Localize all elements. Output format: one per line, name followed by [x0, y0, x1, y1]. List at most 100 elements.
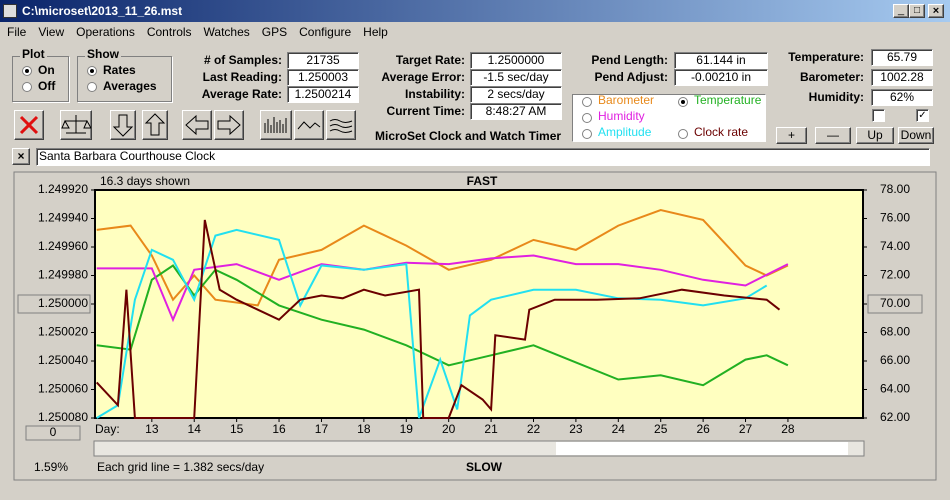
menu-item[interactable]: File: [7, 25, 27, 39]
right-button[interactable]: [214, 110, 244, 140]
down-button[interactable]: [110, 110, 136, 140]
title-bar: C:\microset\2013_11_26.mst: [0, 0, 950, 22]
y2-tick-label: 72.00: [880, 268, 910, 282]
series-line: [96, 264, 789, 387]
series-line: [96, 254, 789, 323]
field-value: 61.144 in: [674, 52, 768, 69]
field-label: Instability:: [404, 87, 465, 101]
menu-item[interactable]: Configure: [299, 25, 352, 39]
x-tick-label: 27: [739, 422, 753, 436]
minimize-button[interactable]: _: [893, 4, 909, 18]
y2-tick-label: 74.00: [880, 239, 910, 253]
top-label: FAST: [467, 174, 498, 188]
x-axis-label: Day:: [95, 422, 120, 436]
x-tick-label: 22: [527, 422, 541, 436]
control-button[interactable]: —: [815, 127, 851, 144]
scroll-value: 0: [50, 425, 57, 439]
legend-radio[interactable]: [582, 97, 592, 107]
delete-button[interactable]: [14, 110, 44, 140]
up-button[interactable]: [142, 110, 168, 140]
radio-label[interactable]: Averages: [103, 79, 157, 93]
field-value: -0.00210 in: [674, 69, 768, 86]
legend-radio[interactable]: [678, 97, 688, 107]
menu-item[interactable]: Controls: [146, 25, 192, 39]
scroll-button[interactable]: [25, 425, 81, 441]
left-button[interactable]: [182, 110, 212, 140]
y-tick-label: 1.249940: [38, 211, 88, 225]
maximize-button[interactable]: □: [909, 4, 925, 18]
legend-label[interactable]: Humidity: [598, 109, 645, 123]
menu-bar: File View Operations Controls Watches GPS Conf…: [0, 22, 950, 42]
y2-tick-label: 66.00: [880, 353, 910, 367]
field-label: Last Reading:: [202, 70, 282, 84]
radio-button[interactable]: [87, 82, 97, 92]
series-line: [95, 219, 781, 419]
group-title: Show: [85, 47, 121, 61]
legend-radio[interactable]: [582, 129, 592, 139]
checkbox[interactable]: [872, 109, 885, 122]
field-value: 65.79: [871, 49, 933, 66]
legend-label[interactable]: Amplitude: [598, 125, 652, 139]
y-tick-label: 1.250000: [38, 296, 88, 310]
legend-label[interactable]: Clock rate: [694, 125, 749, 139]
series-line: [96, 208, 789, 307]
menu-item[interactable]: Watches: [203, 25, 250, 39]
menu-item[interactable]: Help: [363, 25, 388, 39]
series-panel: [572, 94, 766, 142]
checkbox[interactable]: ✓: [916, 109, 929, 122]
show-group: [77, 56, 172, 102]
x-tick-label: 24: [612, 422, 626, 436]
field-value: 21735: [287, 52, 359, 69]
field-label: Pend Length:: [591, 53, 668, 67]
menu-item[interactable]: Operations: [76, 25, 135, 39]
y-tick-label: 1.249960: [38, 239, 88, 253]
y-tick-label: 1.250020: [38, 325, 88, 339]
y-tick-label: 1.250040: [38, 353, 88, 367]
y-tick-button: [17, 294, 91, 314]
field-value: 1002.28: [871, 69, 933, 86]
legend-radio[interactable]: [678, 129, 688, 139]
radio-button[interactable]: [22, 66, 32, 76]
scale-button[interactable]: [60, 110, 92, 140]
grid-note: Each grid line = 1.382 secs/day: [97, 460, 264, 474]
window-title: C:\microset\2013_11_26.mst: [22, 4, 183, 18]
y2-tick-label: 68.00: [880, 325, 910, 339]
control-button[interactable]: Down: [898, 127, 934, 144]
x-tick-label: 21: [484, 422, 498, 436]
radio-label[interactable]: Rates: [103, 63, 136, 77]
percent-label: 1.59%: [34, 460, 68, 474]
close-button[interactable]: ×: [928, 4, 944, 18]
radio-label[interactable]: On: [38, 63, 55, 77]
field-value: -1.5 sec/day: [470, 69, 562, 86]
legend-radio[interactable]: [582, 113, 592, 123]
radio-label[interactable]: Off: [38, 79, 56, 93]
menu-item[interactable]: GPS: [261, 25, 288, 39]
field-label: Temperature:: [788, 50, 864, 64]
scrollbar-thumb: [556, 442, 848, 455]
legend-label[interactable]: Barometer: [598, 93, 655, 107]
control-button[interactable]: +: [776, 127, 807, 144]
group-title: Plot: [20, 47, 47, 61]
waves-button[interactable]: [326, 110, 356, 140]
field-label: Average Error:: [381, 70, 465, 84]
field-label: Target Rate:: [395, 53, 465, 67]
radio-button[interactable]: [87, 66, 97, 76]
field-value: 2 secs/day: [470, 86, 562, 103]
bars-button[interactable]: [260, 110, 292, 140]
x-tick-label: 14: [188, 422, 202, 436]
field-label: Current Time:: [386, 104, 465, 118]
y2-tick-label: 70.00: [880, 296, 910, 310]
x-tick-label: 13: [145, 422, 159, 436]
radio-button[interactable]: [22, 82, 32, 92]
field-label: Barometer:: [799, 70, 864, 84]
control-button[interactable]: Up: [856, 127, 894, 144]
legend-label[interactable]: Temperature: [694, 93, 762, 107]
x-tick-label: 19: [400, 422, 414, 436]
clear-button[interactable]: ×: [12, 148, 30, 165]
x-tick-label: 25: [654, 422, 668, 436]
menu-item[interactable]: View: [38, 25, 65, 39]
x-tick-label: 15: [230, 422, 244, 436]
wave-button[interactable]: [294, 110, 324, 140]
